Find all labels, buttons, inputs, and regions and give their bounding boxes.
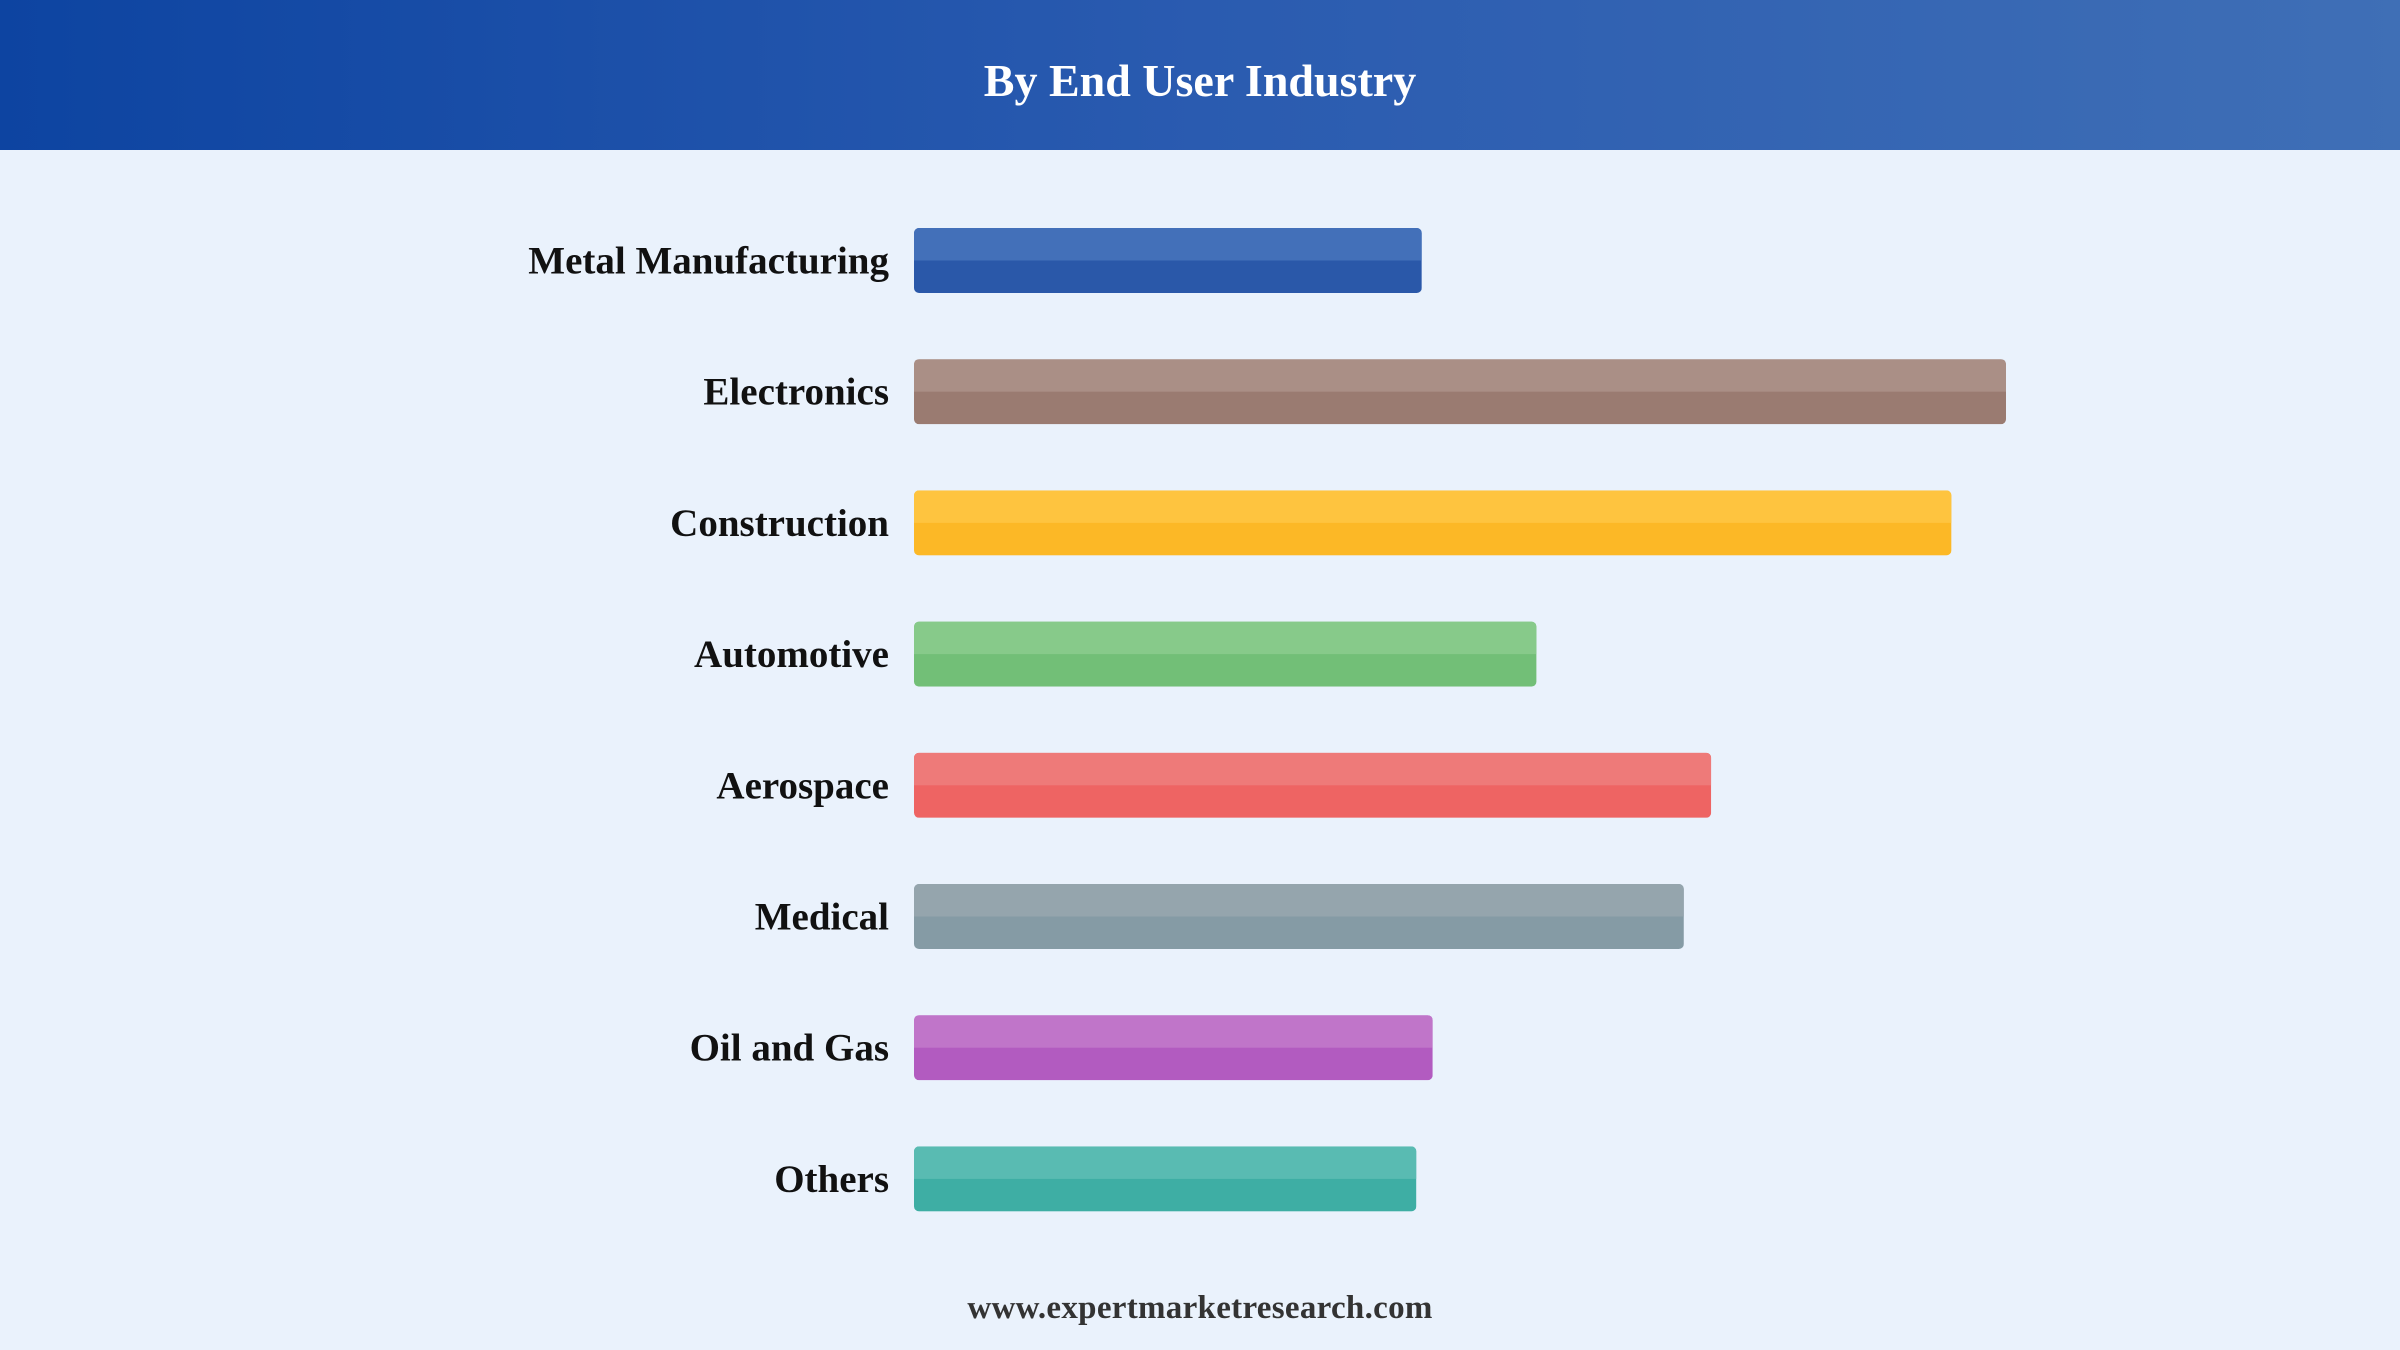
bar-highlight-construction <box>914 490 1952 523</box>
category-label: Construction <box>670 502 889 545</box>
bar-highlight-electronics <box>914 359 2006 392</box>
bar-group-metal-manufacturing: Metal Manufacturing <box>528 228 1422 293</box>
bar-group-aerospace: Aerospace <box>716 752 1712 818</box>
bar-group-electronics: Electronics <box>703 359 2006 425</box>
source-url: www.expertmarketresearch.com <box>967 1290 1433 1326</box>
bar-group-others: Others <box>774 1146 1417 1212</box>
category-label: Others <box>774 1158 889 1201</box>
category-label: Medical <box>755 896 889 939</box>
bar-highlight-medical <box>914 884 1684 917</box>
chart-title: By End User Industry <box>983 55 1417 106</box>
bar-highlight-metal-manufacturing <box>914 228 1422 261</box>
header-banner <box>0 0 2400 150</box>
category-label: Metal Manufacturing <box>528 240 889 283</box>
category-label: Electronics <box>703 371 889 414</box>
category-label: Aerospace <box>716 764 889 807</box>
category-label: Oil and Gas <box>690 1027 889 1070</box>
bar-group-oil-and-gas: Oil and Gas <box>690 1015 1433 1081</box>
bar-highlight-others <box>914 1146 1417 1179</box>
category-label: Automotive <box>694 633 889 676</box>
bar-highlight-oil-and-gas <box>914 1015 1433 1048</box>
bar-group-medical: Medical <box>755 884 1684 949</box>
bar-group-automotive: Automotive <box>694 621 1537 687</box>
bar-highlight-automotive <box>914 621 1537 655</box>
bar-group-construction: Construction <box>670 490 1952 556</box>
bar-highlight-aerospace <box>914 752 1712 786</box>
